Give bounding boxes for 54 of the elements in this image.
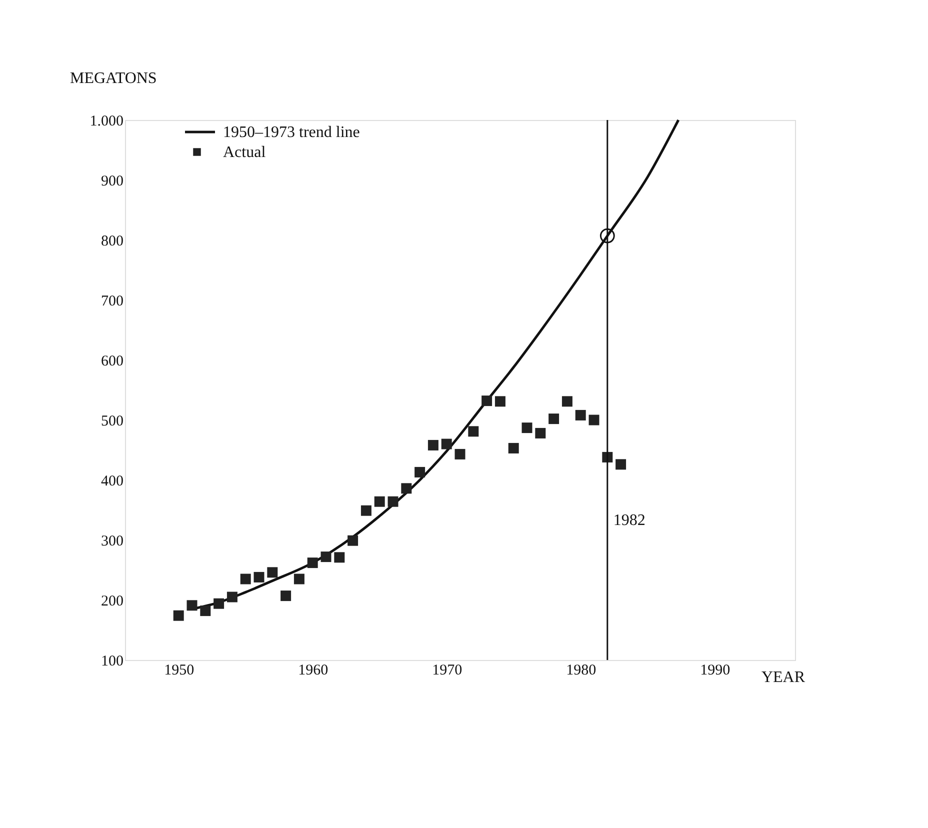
point	[468, 426, 479, 437]
y-tick-label: 1.000	[90, 114, 124, 130]
point	[334, 552, 345, 563]
point	[522, 422, 532, 434]
point	[441, 438, 452, 450]
point	[348, 535, 358, 546]
x-axis-title: YEAR	[761, 669, 806, 686]
point	[600, 228, 615, 244]
y-tick-label: 200	[101, 594, 124, 610]
point	[294, 574, 304, 584]
y-tick-label: 400	[101, 474, 124, 490]
point	[240, 574, 251, 584]
point	[414, 466, 426, 478]
point	[548, 414, 560, 424]
point	[562, 396, 572, 407]
point	[173, 610, 184, 621]
point	[280, 590, 292, 602]
point	[535, 428, 546, 438]
y-tick-label: 900	[101, 174, 124, 190]
ref-line-label: 1982	[613, 512, 646, 529]
point	[616, 459, 626, 470]
point	[482, 396, 492, 406]
point	[186, 600, 198, 611]
point	[320, 552, 332, 562]
y-tick-label: 600	[101, 354, 124, 370]
point	[575, 410, 586, 420]
x-tick-label: 1980	[566, 662, 596, 678]
point	[254, 572, 264, 582]
y-axis-title: MEGATONS	[70, 70, 157, 87]
y-tick-label: 700	[101, 294, 124, 310]
legend-label: 1950–1973 trend line	[223, 124, 360, 141]
point	[267, 567, 278, 578]
x-tick-label: 1990	[700, 662, 730, 678]
x-tick-label: 1970	[432, 662, 462, 678]
point	[388, 496, 398, 507]
point	[588, 414, 600, 426]
x-tick-label: 1960	[298, 662, 328, 678]
y-tick-label: 300	[101, 534, 124, 550]
point	[200, 606, 211, 616]
y-tick-label: 100	[101, 654, 124, 670]
point	[401, 483, 412, 494]
point	[226, 592, 238, 602]
legend-label: Actual	[223, 144, 266, 161]
x-tick-label: 1950	[164, 662, 194, 678]
point	[360, 505, 372, 516]
point	[428, 440, 438, 450]
point	[494, 396, 506, 407]
point	[307, 558, 318, 568]
y-tick-label: 500	[101, 414, 124, 430]
y-tick-label: 800	[101, 234, 124, 250]
point	[454, 448, 466, 460]
point	[374, 496, 385, 507]
point	[508, 442, 519, 454]
point	[214, 598, 224, 609]
